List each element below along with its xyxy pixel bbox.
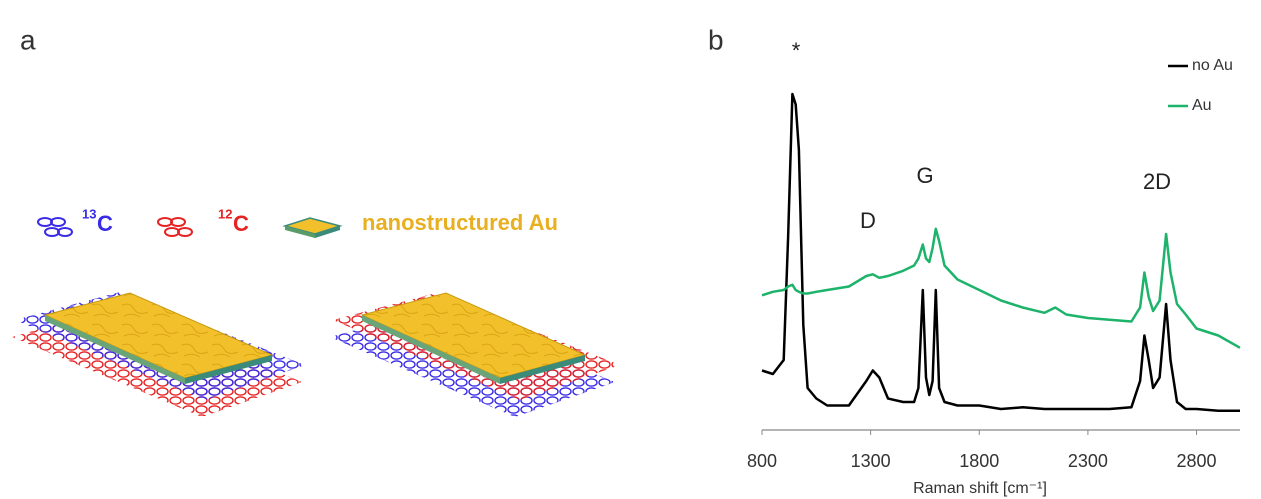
peak-annotation: 2D bbox=[1143, 169, 1171, 194]
legend-12c-icon bbox=[157, 217, 193, 237]
legend-au-icon bbox=[282, 217, 343, 238]
element: C bbox=[233, 211, 249, 236]
isotope-mass: 13 bbox=[82, 206, 96, 221]
legend-au-text: nanostructured Au bbox=[362, 210, 558, 235]
x-tick-label: 800 bbox=[747, 451, 777, 471]
x-tick-label: 1300 bbox=[851, 451, 891, 471]
x-tick-label: 2300 bbox=[1068, 451, 1108, 471]
panel-b: b Raman shift [cm⁻¹] 800 1300 1800 2300 2800… bbox=[708, 24, 1241, 497]
series-line bbox=[761, 227, 1241, 349]
peak-annotation: D bbox=[860, 208, 876, 233]
legend-label: Au bbox=[1192, 97, 1212, 114]
element: C bbox=[97, 211, 113, 236]
isotope-mass: 12 bbox=[218, 206, 232, 221]
x-axis-label: Raman shift [cm⁻¹] bbox=[913, 480, 1047, 497]
legend-label: no Au bbox=[1192, 57, 1233, 74]
x-tick-label: 2800 bbox=[1177, 451, 1217, 471]
stack-right bbox=[330, 292, 620, 417]
panel-label: b bbox=[708, 24, 724, 55]
panel-label: a bbox=[20, 24, 36, 55]
peak-annotation: * bbox=[792, 38, 801, 63]
stack-left bbox=[12, 292, 305, 417]
peak-annotation: G bbox=[916, 163, 933, 188]
panel-a: a 13 C 12 C nanostructured Au bbox=[12, 24, 620, 417]
legend-13c-icon bbox=[37, 217, 73, 237]
series-line bbox=[761, 92, 1240, 413]
x-tick-label: 1800 bbox=[959, 451, 999, 471]
